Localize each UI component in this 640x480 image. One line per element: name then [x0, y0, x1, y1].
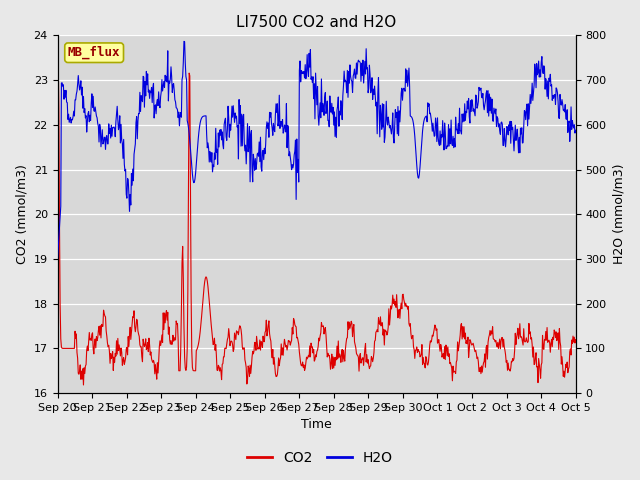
Text: MB_flux: MB_flux	[68, 46, 120, 60]
Y-axis label: CO2 (mmol/m3): CO2 (mmol/m3)	[15, 164, 28, 264]
Legend: CO2, H2O: CO2, H2O	[242, 445, 398, 471]
X-axis label: Time: Time	[301, 419, 332, 432]
Y-axis label: H2O (mmol/m3): H2O (mmol/m3)	[612, 164, 625, 264]
Title: LI7500 CO2 and H2O: LI7500 CO2 and H2O	[236, 15, 397, 30]
